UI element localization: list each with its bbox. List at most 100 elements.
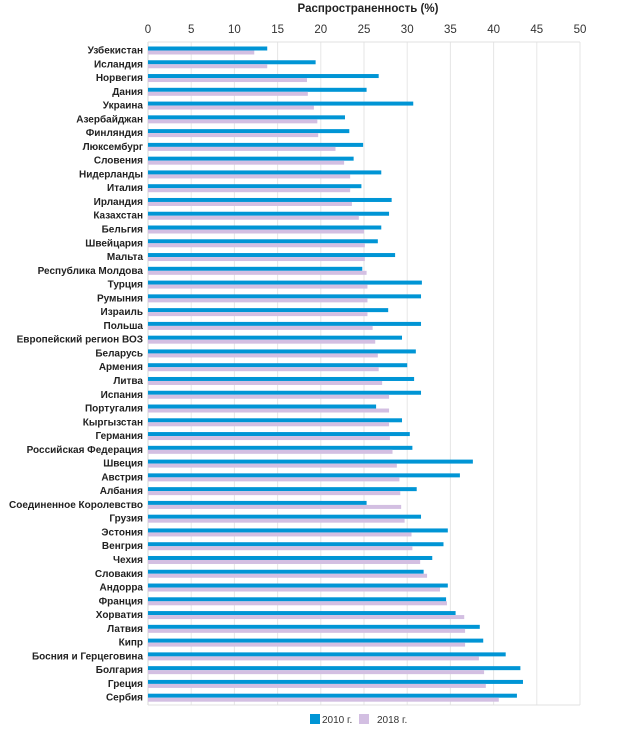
x-tick-label: 20 — [314, 24, 327, 36]
bar-2018 — [148, 628, 466, 633]
bar-2018 — [148, 215, 359, 220]
bar-2018 — [148, 394, 390, 399]
x-tick-label: 25 — [358, 24, 371, 36]
category-labels: Узбекистан Исландия Норвегия Дания УкраинаАз… — [9, 45, 143, 704]
bar-2010 — [148, 652, 506, 657]
x-tick-label: 50 — [574, 24, 587, 36]
category-label: Сербия — [106, 692, 143, 704]
category-label: Соединенное Королевство — [9, 500, 143, 511]
category-label: Хорватия — [96, 610, 143, 621]
legend-swatch-2010 — [310, 714, 320, 724]
bar-2018 — [148, 78, 307, 83]
bar-2010 — [148, 445, 413, 450]
bar-2018 — [148, 422, 390, 427]
bar-2010 — [148, 225, 382, 230]
bar-2018 — [148, 380, 383, 385]
bar-2018 — [148, 229, 364, 234]
bar-2010 — [148, 335, 403, 340]
bar-2010 — [148, 294, 422, 299]
category-label: Финляндия — [86, 128, 143, 139]
bar-2010 — [148, 583, 448, 588]
bar-2018 — [148, 670, 485, 675]
bar-2018 — [148, 518, 405, 523]
bar-2018 — [148, 601, 447, 606]
category-label: Израиль — [101, 307, 143, 318]
bar-2010 — [148, 308, 389, 313]
bar-2018 — [148, 697, 499, 702]
bar-2010 — [148, 418, 403, 423]
bar-2018 — [148, 463, 397, 468]
category-label: Швеция — [103, 459, 143, 470]
bar-2010 — [148, 597, 447, 602]
bar-2018 — [148, 546, 413, 551]
bar-2010 — [148, 115, 345, 120]
x-tick-label: 35 — [444, 24, 457, 36]
bar-2018 — [148, 573, 428, 578]
category-label: Босния и Герцеговина — [32, 651, 143, 662]
category-label: Словакия — [95, 569, 143, 580]
category-label: Азербайджан — [76, 113, 143, 125]
bar-2018 — [148, 133, 319, 138]
x-tick-labels: 0 5 10 15 20 25 30 35 40 45 50 — [145, 24, 587, 36]
bar-2010 — [148, 321, 422, 326]
bar-2018 — [148, 353, 378, 358]
bar-2010 — [148, 666, 521, 671]
category-label: Армения — [99, 362, 143, 373]
bar-2010 — [148, 363, 408, 368]
bar-2018 — [148, 270, 367, 275]
bar-2010 — [148, 211, 390, 216]
bar-2010 — [148, 473, 460, 478]
category-label: Люксембург — [83, 141, 143, 153]
category-label: Турция — [108, 280, 144, 291]
category-label: Португалия — [85, 404, 143, 415]
bar-2018 — [148, 408, 390, 413]
bar-2010 — [148, 569, 424, 574]
category-label: Бельгия — [102, 225, 144, 236]
x-tick-label: 5 — [188, 24, 194, 36]
x-tick-label: 0 — [145, 24, 151, 36]
bar-2018 — [148, 284, 368, 289]
category-label: Литва — [113, 376, 143, 387]
bar-2018 — [148, 615, 465, 620]
category-label: Казахстан — [93, 211, 143, 222]
category-label: Кипр — [119, 638, 143, 649]
bar-2010 — [148, 514, 422, 519]
bar-2018 — [148, 491, 401, 496]
bar-2018 — [148, 146, 336, 151]
bar-2018 — [148, 105, 314, 110]
bar-2010 — [148, 197, 392, 202]
category-label: Болгария — [96, 665, 143, 676]
category-label: Исландия — [94, 59, 143, 70]
bar-2010 — [148, 459, 473, 464]
bar-2010 — [148, 638, 484, 643]
bar-2018 — [148, 64, 268, 69]
category-label: Норвегия — [96, 73, 143, 84]
category-label: Венгрия — [102, 541, 143, 552]
category-label: Грузия — [109, 514, 143, 525]
bar-2018 — [148, 91, 308, 96]
bar-2018 — [148, 436, 390, 441]
axis-title: Распространенность (%) — [298, 3, 439, 15]
bar-2010 — [148, 404, 377, 409]
legend-label: 2010 г. — [322, 715, 352, 726]
category-label: Российская Федерация — [27, 445, 144, 456]
bar-2010 — [148, 156, 354, 161]
bar-2018 — [148, 656, 479, 661]
bar-2018 — [148, 188, 351, 193]
category-label: Мальта — [107, 252, 144, 263]
category-label: Латвия — [107, 624, 143, 635]
category-label: Греция — [108, 679, 143, 690]
category-label: Андорра — [100, 583, 144, 594]
bar-2010 — [148, 611, 456, 616]
category-label: Албания — [100, 485, 143, 497]
category-label: Австрия — [101, 472, 143, 483]
bar-2018 — [148, 312, 368, 317]
category-label: Словения — [94, 156, 143, 167]
legend: 2010 г. 2018 г. — [310, 714, 407, 726]
bar-2010 — [148, 542, 444, 547]
bar-2010 — [148, 60, 316, 65]
gridlines — [147, 41, 581, 706]
bar-2010 — [148, 432, 410, 437]
bar-2010 — [148, 129, 350, 134]
bar-2018 — [148, 559, 421, 564]
